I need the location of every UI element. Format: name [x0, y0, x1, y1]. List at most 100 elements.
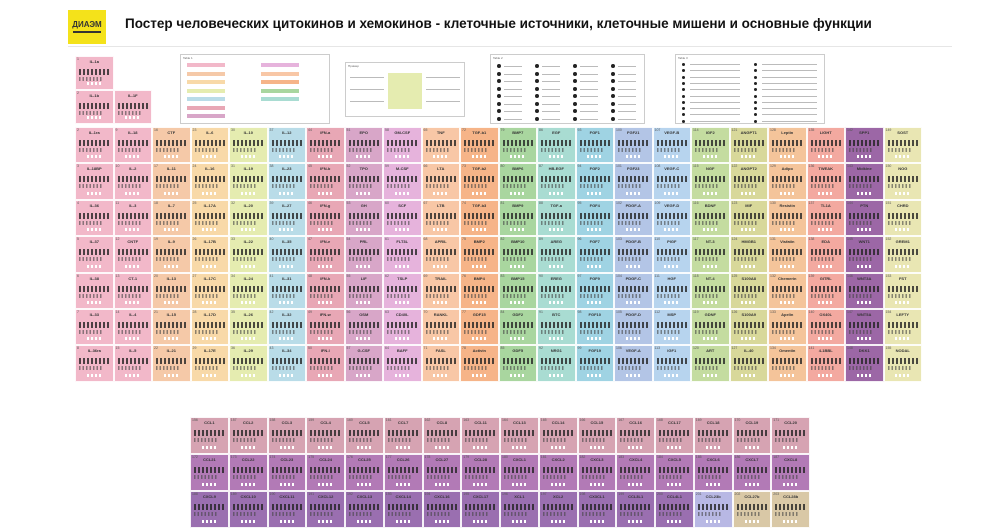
- cytokine-cell[interactable]: 95 FGF4: [575, 199, 614, 237]
- cytokine-cell[interactable]: 22 IL-21: [152, 345, 191, 382]
- cytokine-cell[interactable]: 11 IL-3: [113, 199, 152, 237]
- cytokine-cell[interactable]: 142 SPP1: [845, 127, 884, 164]
- cytokine-cell[interactable]: 20 IL-13: [152, 272, 191, 309]
- cytokine-cell[interactable]: 114 IGF2: [691, 127, 730, 164]
- cytokine-cell[interactable]: 115 NGF: [691, 163, 730, 200]
- cytokine-cell[interactable]: 33 IL-22: [229, 236, 268, 273]
- cytokine-cell[interactable]: 140 OX40L: [806, 308, 845, 346]
- cytokine-cell[interactable]: 117 NT-3: [691, 236, 730, 273]
- cytokine-cell[interactable]: 90 EREG: [537, 272, 576, 309]
- cytokine-cell[interactable]: 78 Activin: [460, 345, 499, 382]
- cytokine-cell[interactable]: 191 CXCL12: [306, 491, 345, 528]
- cytokine-cell[interactable]: 2 IL-1b: [75, 89, 114, 124]
- cytokine-cell[interactable]: 38 IL-23: [267, 163, 306, 200]
- cytokine-cell[interactable]: 48 IFN-k: [306, 272, 345, 309]
- cytokine-cell[interactable]: 85 GDF5: [498, 345, 537, 382]
- cytokine-cell[interactable]: 175 CCL24: [306, 454, 345, 491]
- cytokine-cell[interactable]: 6 IL-38: [75, 272, 114, 309]
- cytokine-cell[interactable]: 157 CCL2: [228, 417, 268, 454]
- cytokine-cell[interactable]: 152 GREM1: [883, 236, 922, 273]
- cytokine-cell[interactable]: 31 IL-19: [229, 163, 268, 200]
- company-logo[interactable]: ДИАЭМ: [68, 10, 106, 44]
- cytokine-cell[interactable]: 81 BMP9: [498, 199, 537, 237]
- cytokine-cell[interactable]: 162 CCL8: [422, 417, 462, 454]
- cytokine-cell[interactable]: 87 HB-EGF: [537, 163, 576, 200]
- cytokine-cell[interactable]: 135 LIGHT: [806, 127, 845, 164]
- cytokine-cell[interactable]: 133 Apelin: [768, 308, 807, 346]
- cytokine-cell[interactable]: 76 BMP4: [460, 272, 499, 309]
- cytokine-cell[interactable]: 113 IGF1: [652, 345, 691, 382]
- cytokine-cell[interactable]: 129 Adipo: [768, 163, 807, 200]
- cytokine-cell[interactable]: 201 CCL23b: [693, 491, 733, 528]
- cytokine-cell[interactable]: 190 CXCL11: [267, 491, 307, 528]
- cytokine-cell[interactable]: 136 TWEAK: [806, 163, 845, 200]
- cytokine-cell[interactable]: 36 IL-29: [229, 345, 268, 382]
- cytokine-cell[interactable]: 203 CCL28b: [771, 491, 810, 528]
- cytokine-cell[interactable]: 127 IL-40: [729, 345, 768, 382]
- cytokine-cell[interactable]: 54 PRL: [344, 236, 383, 273]
- cytokine-cell[interactable]: 159 CCL4: [306, 417, 345, 454]
- cytokine-cell[interactable]: 202 CCL27b: [732, 491, 772, 528]
- cytokine-cell[interactable]: 148 DKK1: [845, 345, 884, 382]
- cytokine-cell[interactable]: 185 CXCL6: [693, 454, 733, 491]
- cytokine-cell[interactable]: 198 CX3CL1: [577, 491, 617, 528]
- cytokine-cell[interactable]: 109 VEGF-D: [652, 199, 691, 237]
- cytokine-cell[interactable]: 41 IL-31: [267, 272, 306, 309]
- cytokine-cell[interactable]: 77 GDF15: [460, 308, 499, 346]
- cytokine-cell[interactable]: 8 IL-36ra: [75, 345, 114, 382]
- cytokine-cell[interactable]: 50 IFN-l: [306, 345, 345, 382]
- cytokine-cell[interactable]: 143 Midkine: [845, 163, 884, 200]
- cytokine-cell[interactable]: 182 CXCL3: [577, 454, 617, 491]
- cytokine-cell[interactable]: 64 BAFF: [383, 345, 422, 382]
- cytokine-cell[interactable]: 32 IL-20: [229, 199, 268, 237]
- cytokine-cell[interactable]: 106 VEGF-A: [614, 345, 653, 382]
- cytokine-cell[interactable]: 189 CXCL10: [228, 491, 268, 528]
- cytokine-cell[interactable]: 155 NODAL: [883, 345, 922, 382]
- cytokine-cell[interactable]: 130 Resistin: [768, 199, 807, 237]
- cytokine-cell[interactable]: 149 SOST: [883, 127, 922, 164]
- cytokine-cell[interactable]: 53 GH: [344, 199, 383, 237]
- cytokine-cell[interactable]: IL-1F: [113, 89, 152, 124]
- cytokine-cell[interactable]: 51 EPO: [344, 127, 383, 164]
- cytokine-cell[interactable]: 186 CXCL7: [732, 454, 772, 491]
- cytokine-cell[interactable]: 180 CXCL1: [500, 454, 539, 491]
- cytokine-cell[interactable]: 103 PDGF-B: [614, 236, 653, 273]
- cytokine-cell[interactable]: 84 GDF2: [498, 308, 537, 346]
- cytokine-cell[interactable]: 62 TSLP: [383, 272, 422, 309]
- cytokine-cell[interactable]: 176 CCL25: [345, 454, 384, 491]
- cytokine-cell[interactable]: 59 M-CSF: [383, 163, 422, 200]
- cytokine-cell[interactable]: 70 RANKL: [421, 308, 460, 346]
- cytokine-cell[interactable]: 74 TGF-b3: [460, 199, 499, 237]
- cytokine-cell[interactable]: 167 CCL16: [616, 417, 655, 454]
- cytokine-cell[interactable]: 100 FGF21: [614, 127, 653, 164]
- cytokine-cell[interactable]: 107 VEGF-B: [652, 127, 691, 164]
- cytokine-cell[interactable]: 29 IL-17E: [190, 345, 229, 382]
- cytokine-cell[interactable]: 30 IL-10: [229, 127, 268, 164]
- cytokine-cell[interactable]: 118 NT-4: [691, 272, 730, 309]
- cytokine-cell[interactable]: 196 XCL1: [500, 491, 539, 528]
- cytokine-cell[interactable]: 61 FLT3L: [383, 236, 422, 273]
- cytokine-cell[interactable]: 153 FST: [883, 272, 922, 309]
- cytokine-cell[interactable]: 17 IL-11: [152, 163, 191, 200]
- cytokine-cell[interactable]: 96 FGF7: [575, 236, 614, 273]
- cytokine-cell[interactable]: 86 EGF: [537, 127, 576, 164]
- cytokine-cell[interactable]: 183 CXCL4: [616, 454, 655, 491]
- cytokine-cell[interactable]: 173 CCL22: [228, 454, 268, 491]
- cytokine-cell[interactable]: 43 IL-34: [267, 345, 306, 382]
- cytokine-cell[interactable]: 10 IL-2: [113, 163, 152, 200]
- cytokine-cell[interactable]: 42 IL-32: [267, 308, 306, 346]
- cytokine-cell[interactable]: 193 CXCL14: [383, 491, 423, 528]
- cytokine-cell[interactable]: 171 CCL20: [771, 417, 810, 454]
- cytokine-cell[interactable]: 13 CT-1: [113, 272, 152, 309]
- cytokine-cell[interactable]: 158 CCL3: [267, 417, 307, 454]
- cytokine-cell[interactable]: 111 HGF: [652, 272, 691, 309]
- cytokine-cell[interactable]: 55 LIF: [344, 272, 383, 309]
- cytokine-cell[interactable]: 16 CTF: [152, 127, 191, 164]
- cytokine-cell[interactable]: 174 CCL23: [267, 454, 307, 491]
- cytokine-cell[interactable]: 188 CXCL9: [190, 491, 229, 528]
- cytokine-cell[interactable]: 18 IL-7: [152, 199, 191, 237]
- cytokine-cell[interactable]: 94 FGF2: [575, 163, 614, 200]
- cytokine-cell[interactable]: 63 CD40L: [383, 308, 422, 346]
- cytokine-cell[interactable]: 200 CCL4L1: [655, 491, 694, 528]
- cytokine-cell[interactable]: 138 EDA: [806, 236, 845, 273]
